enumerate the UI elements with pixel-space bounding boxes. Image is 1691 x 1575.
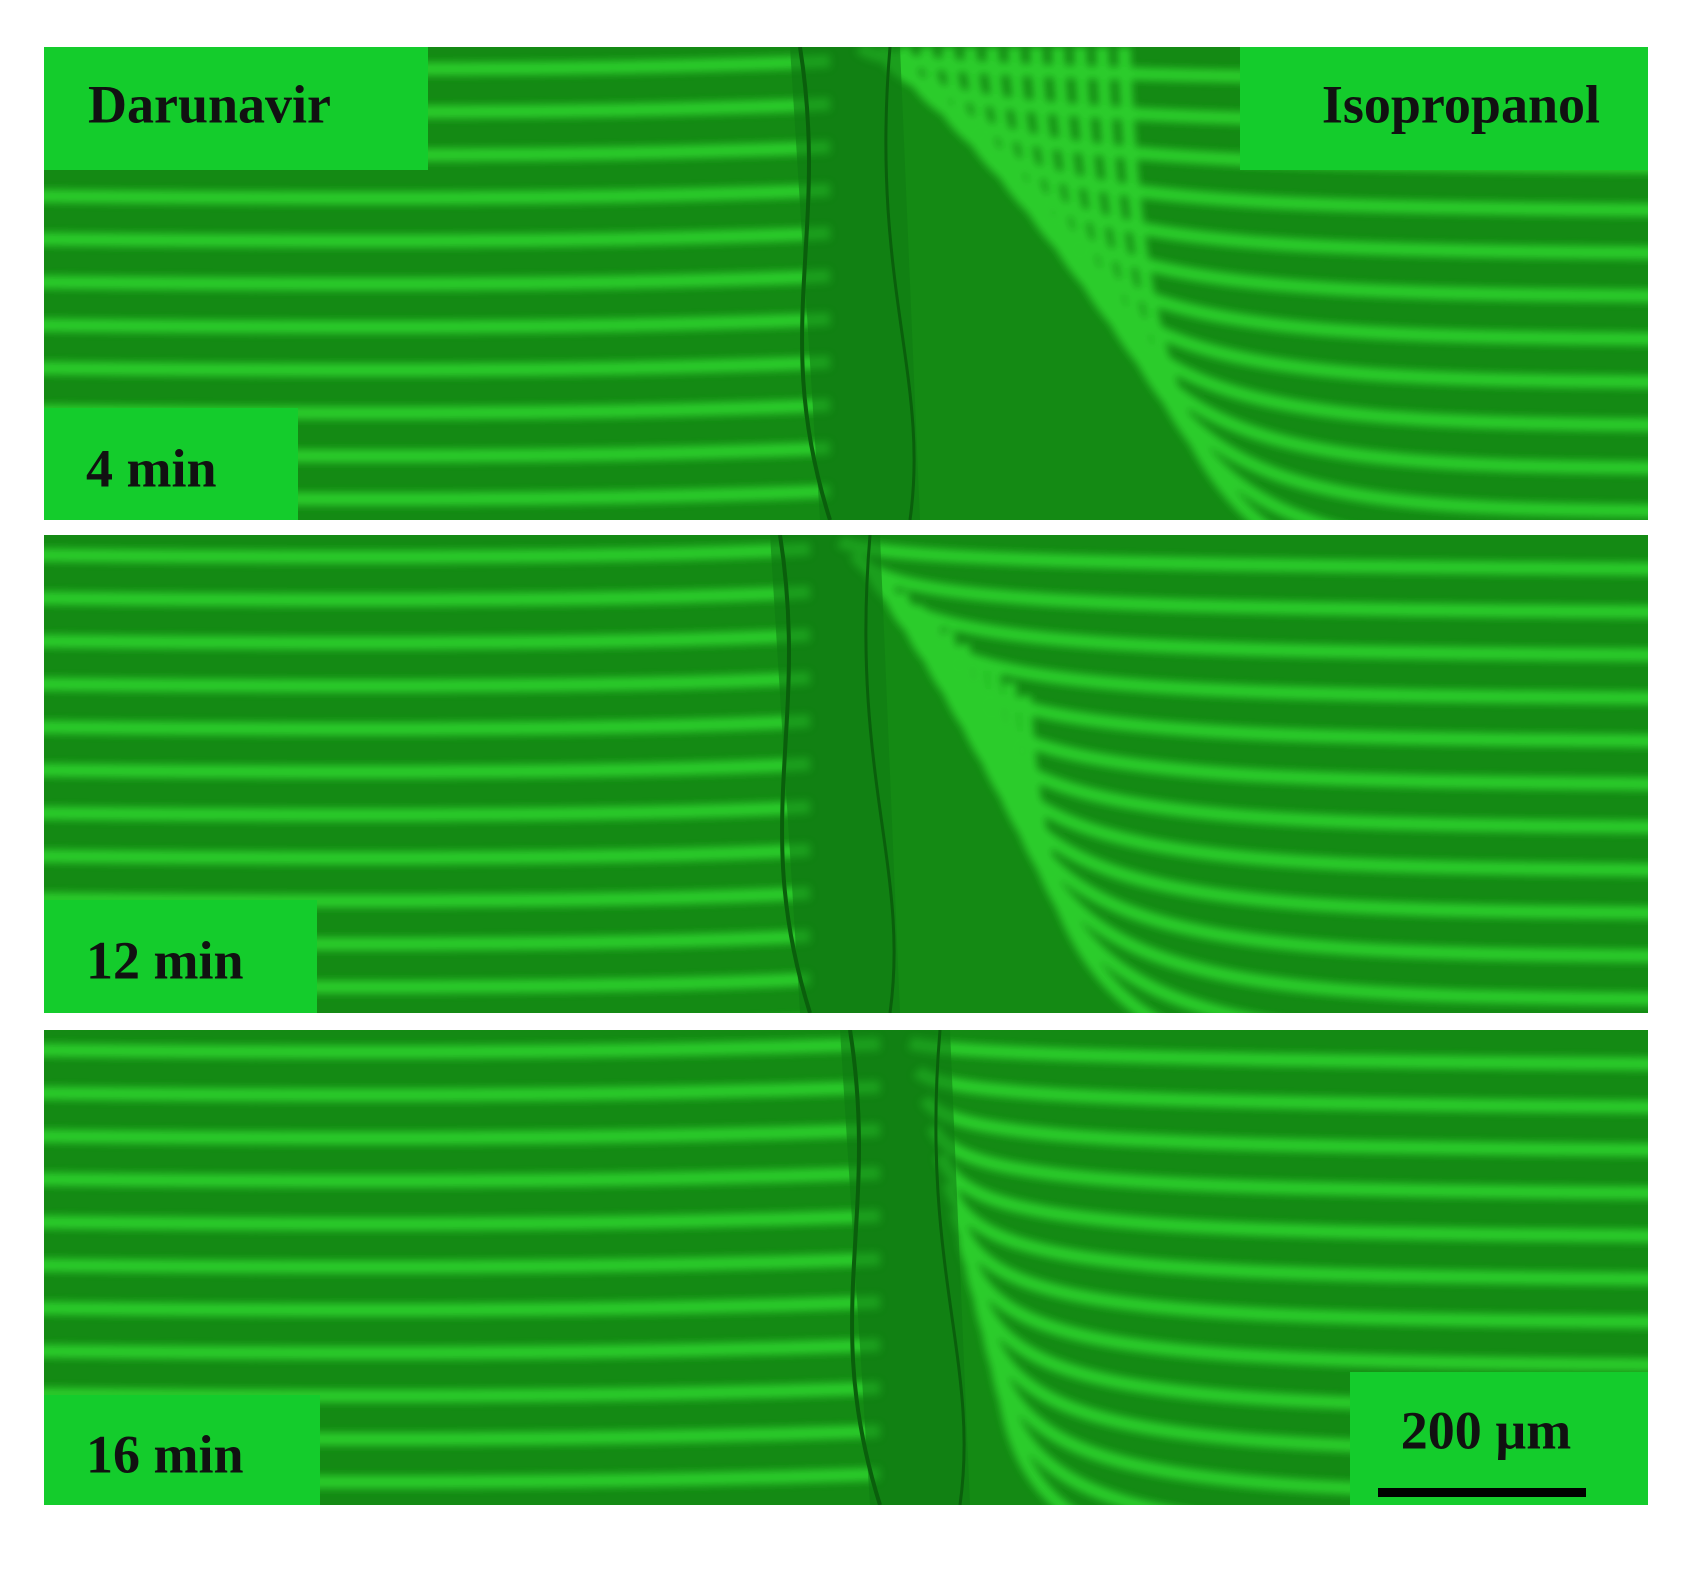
scale-bar-label: 200 µm — [1401, 1400, 1572, 1460]
fringe — [910, 604, 1648, 791]
label-box — [44, 47, 428, 170]
scale-bar-box — [1350, 1372, 1648, 1505]
fringe — [44, 183, 831, 205]
micrographs — [44, 47, 1648, 1505]
fringe — [44, 1166, 881, 1188]
fringe — [44, 1123, 881, 1145]
fringe — [1073, 47, 1648, 518]
label-box — [1240, 47, 1648, 170]
fringe — [44, 843, 811, 865]
fringe — [1018, 695, 1156, 1013]
fringe — [44, 628, 811, 650]
fringe — [44, 1037, 881, 1059]
fringe — [941, 630, 1648, 877]
interface-edge — [884, 47, 916, 520]
interface-edge — [798, 47, 832, 520]
fringe — [44, 800, 811, 822]
fringe — [942, 1181, 1648, 1286]
fringe — [44, 355, 831, 377]
fringe — [44, 1252, 881, 1274]
interface-edge — [864, 535, 896, 1013]
fringe — [987, 669, 1648, 1006]
right-label: Isopropanol — [1322, 74, 1600, 134]
fringe — [1051, 47, 1648, 475]
fringe — [44, 542, 811, 564]
scale-bar — [1378, 1488, 1586, 1497]
fringe — [44, 226, 831, 248]
fringe — [956, 643, 1648, 920]
fringe — [925, 617, 1648, 834]
fringe — [44, 714, 811, 736]
fringe — [44, 1209, 881, 1231]
fringe — [44, 757, 811, 779]
left-label: Darunavir — [88, 74, 331, 134]
label-box — [44, 1395, 320, 1505]
interface-edge — [848, 1030, 882, 1505]
fringe — [972, 656, 1648, 963]
interface-edge — [934, 1030, 966, 1505]
fringe — [1095, 47, 1330, 520]
fringe — [1117, 47, 1267, 520]
label-box — [44, 900, 317, 1013]
fringe — [44, 1080, 881, 1102]
fringe — [44, 1381, 881, 1403]
fringe — [934, 1152, 1648, 1243]
time-label: 12 min — [86, 930, 244, 990]
fringe — [1002, 682, 1254, 1013]
interface-edge — [778, 535, 812, 1013]
label-box — [44, 408, 298, 520]
fringe — [44, 1338, 881, 1360]
fringe — [919, 47, 1648, 217]
time-label: 4 min — [86, 438, 217, 498]
fringe — [44, 671, 811, 693]
time-label: 16 min — [86, 1424, 244, 1484]
fringe — [44, 312, 831, 334]
fringe — [1029, 47, 1648, 432]
fringe — [995, 1377, 1072, 1505]
fringes — [44, 47, 1648, 520]
fringe — [44, 269, 831, 291]
fringe — [44, 1295, 881, 1317]
fringe — [949, 1209, 1648, 1329]
fringe — [44, 585, 811, 607]
